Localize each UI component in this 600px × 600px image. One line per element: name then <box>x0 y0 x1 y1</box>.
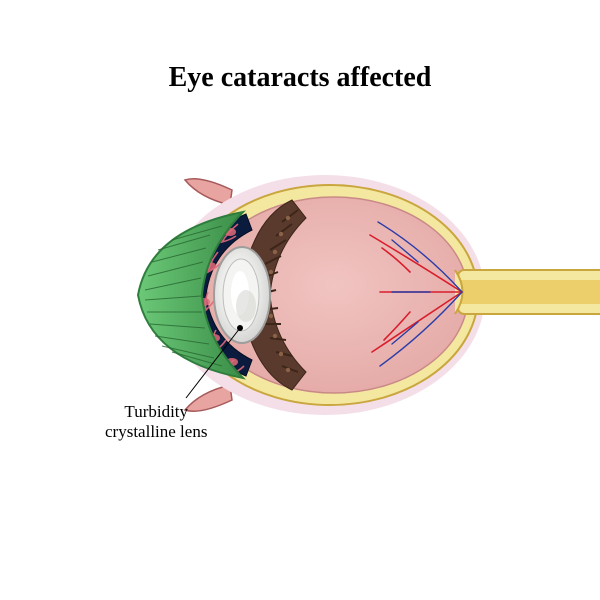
figure-container: { "title": { "text": "Eye cataracts affe… <box>0 0 600 600</box>
callout-line1: Turbidity <box>124 402 188 421</box>
callout-turbidity-lens: Turbidity crystalline lens <box>105 402 207 441</box>
eye-cross-section-diagram <box>0 0 600 600</box>
optic-nerve <box>455 270 600 314</box>
callout-line2: crystalline lens <box>105 422 207 441</box>
